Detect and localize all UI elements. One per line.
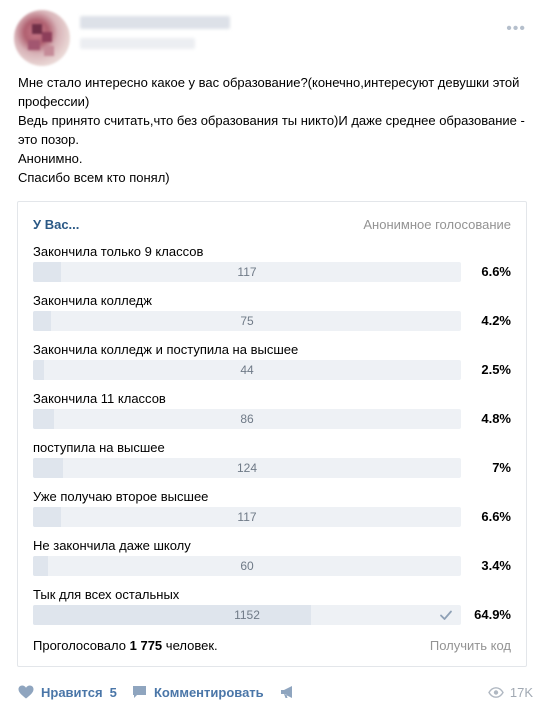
poll-option[interactable]: Уже получаю второе высшее 117 6.6% (33, 489, 511, 531)
like-label: Нравится (41, 685, 103, 700)
poll-option-bar: 117 (33, 507, 461, 527)
poll-option[interactable]: Закончила 11 классов 86 4.8% (33, 391, 511, 433)
poll-option-count: 1152 (33, 605, 461, 625)
more-dots-icon[interactable]: ••• (506, 20, 526, 38)
post-date-blurred[interactable] (80, 38, 195, 49)
poll-option-count: 75 (33, 311, 461, 331)
poll-option-count: 44 (33, 360, 461, 380)
poll-option-percent: 3.4% (481, 558, 511, 573)
share-button[interactable] (280, 681, 303, 703)
post-header: ••• (14, 10, 534, 60)
get-code-link[interactable]: Получить код (430, 638, 511, 653)
poll-option-bar: 124 (33, 458, 461, 478)
poll-option-bar: 1152 (33, 605, 461, 625)
poll-title: У Вас... (33, 217, 79, 232)
post-text: Мне стало интересно какое у вас образова… (18, 73, 533, 187)
poll-option[interactable]: Закончила колледж и поступила на высшее … (33, 342, 511, 384)
poll-total-suffix: человек. (166, 638, 218, 653)
poll-option-label: поступила на высшее (33, 440, 165, 455)
author-avatar[interactable] (14, 10, 70, 66)
poll-option-count: 60 (33, 556, 461, 576)
poll-option-percent: 6.6% (481, 509, 511, 524)
poll-option-percent: 2.5% (481, 362, 511, 377)
poll-option-count: 117 (33, 262, 461, 282)
post-text-line: Ведь принято считать,что без образования… (18, 111, 533, 149)
comment-icon (132, 685, 147, 699)
poll-option[interactable]: поступила на высшее 124 7% (33, 440, 511, 482)
eye-icon (488, 687, 504, 698)
poll-option-label: Закончила только 9 классов (33, 244, 203, 259)
poll-option[interactable]: Не закончила даже школу 60 3.4% (33, 538, 511, 580)
comment-label: Комментировать (154, 685, 264, 700)
poll-option-bar: 44 (33, 360, 461, 380)
views-count: 17K (510, 685, 533, 700)
megaphone-icon (280, 685, 296, 699)
poll-total: Проголосовало 1 775 человек. (33, 638, 218, 653)
poll-option-percent: 6.6% (481, 264, 511, 279)
poll: У Вас... Анонимное голосование Закончила… (17, 201, 527, 667)
post-actions: Нравится 5 Комментировать 17K (18, 681, 533, 703)
poll-option-label: Уже получаю второе высшее (33, 489, 208, 504)
comment-button[interactable]: Комментировать (132, 681, 264, 703)
poll-total-prefix: Проголосовало (33, 638, 126, 653)
poll-option-label: Закончила 11 классов (33, 391, 166, 406)
poll-option-percent: 4.8% (481, 411, 511, 426)
poll-option-label: Закончила колледж и поступила на высшее (33, 342, 298, 357)
post-text-line: Спасибо всем кто понял) (18, 168, 533, 187)
poll-option[interactable]: Закончила только 9 классов 117 6.6% (33, 244, 511, 286)
poll-option-label: Не закончила даже школу (33, 538, 191, 553)
views-counter: 17K (488, 681, 533, 703)
heart-icon (18, 685, 34, 699)
like-count: 5 (110, 685, 117, 700)
poll-type-label: Анонимное голосование (363, 217, 511, 232)
check-icon (439, 608, 453, 622)
poll-option-bar: 60 (33, 556, 461, 576)
poll-option-label: Тык для всех остальных (33, 587, 179, 602)
poll-option-count: 124 (33, 458, 461, 478)
poll-total-count: 1 775 (130, 638, 163, 653)
poll-option-percent: 4.2% (481, 313, 511, 328)
poll-option-bar: 86 (33, 409, 461, 429)
like-button[interactable]: Нравится 5 (18, 681, 117, 703)
poll-option-bar: 117 (33, 262, 461, 282)
poll-option-count: 117 (33, 507, 461, 527)
poll-option-percent: 64.9% (474, 607, 511, 622)
post-text-line: Анонимно. (18, 149, 533, 168)
author-name-blurred[interactable] (80, 16, 230, 29)
post-text-line: Мне стало интересно какое у вас образова… (18, 73, 533, 111)
poll-option-voted[interactable]: Тык для всех остальных 1152 64.9% (33, 587, 511, 629)
poll-option-count: 86 (33, 409, 461, 429)
poll-option-label: Закончила колледж (33, 293, 152, 308)
poll-option-bar: 75 (33, 311, 461, 331)
poll-option[interactable]: Закончила колледж 75 4.2% (33, 293, 511, 335)
poll-option-percent: 7% (492, 460, 511, 475)
